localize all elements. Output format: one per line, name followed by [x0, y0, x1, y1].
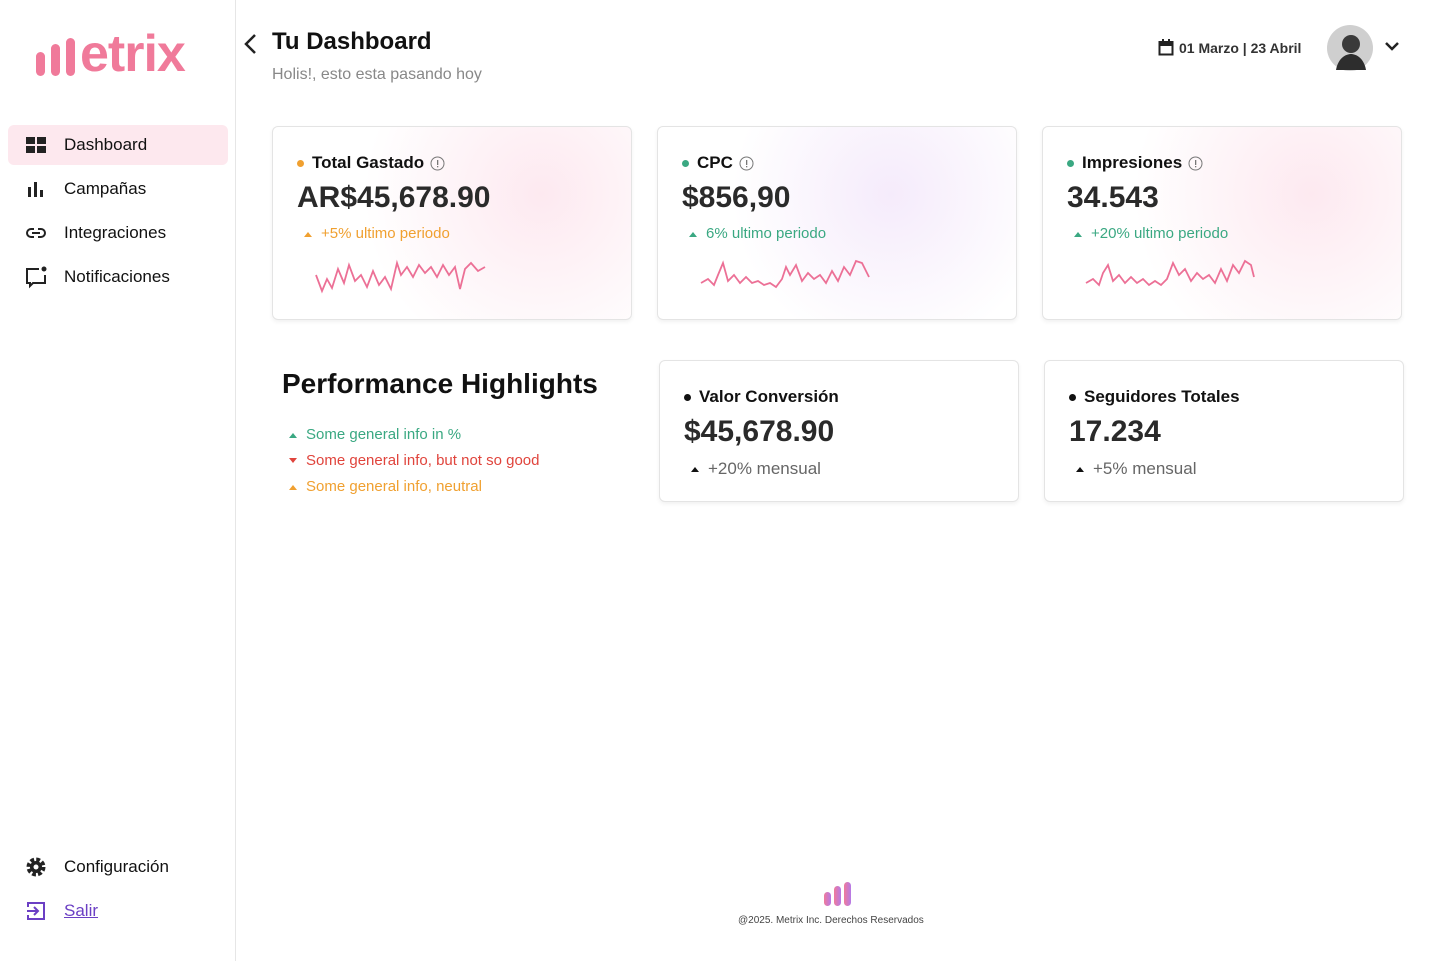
kpi-label-row: CPC	[682, 153, 754, 173]
nav-campanas[interactable]: Campañas	[8, 169, 228, 209]
stat-card: Seguidores Totales 17.234 +5% mensual	[1044, 360, 1404, 502]
nav-configuracion[interactable]: Configuración	[8, 847, 228, 887]
nav-notificaciones[interactable]: Notificaciones	[8, 257, 228, 297]
kpi-change: 6% ultimo periodo	[688, 225, 826, 242]
footer-text: @2025. Metrix Inc. Derechos Reservados	[738, 915, 924, 926]
dropdown-chevron[interactable]	[1384, 40, 1400, 54]
stat-value: 17.234	[1069, 415, 1161, 448]
dot	[1067, 159, 1074, 167]
sparkline	[315, 259, 486, 294]
icon	[26, 137, 46, 153]
arrow-up	[289, 432, 297, 438]
dot	[684, 393, 691, 401]
kpi-label-row: Impresiones	[1067, 153, 1203, 173]
nav-label: Campañas	[64, 179, 147, 198]
nav-dashboard[interactable]: Dashboard	[8, 125, 228, 165]
stat-label: Valor Conversión	[699, 387, 839, 406]
kpi-card: Total Gastado AR$45,678.90 +5% ultimo pe…	[272, 126, 632, 320]
sidebar: etrix Dashboard Campañas Integraciones N…	[0, 0, 236, 961]
kpi-change-text: +20% ultimo periodo	[1091, 225, 1229, 242]
highlight-item: Some general info, neutral	[288, 478, 482, 495]
kpi-card: CPC $856,90 6% ultimo periodo	[657, 126, 1017, 320]
icon	[28, 182, 43, 197]
logo: etrix	[80, 25, 186, 83]
avatar[interactable]	[1326, 24, 1374, 72]
highlight-text: Some general info, neutral	[306, 478, 482, 495]
kpi-label: CPC	[697, 153, 733, 172]
arrow-down	[289, 457, 297, 463]
sparkline	[1085, 259, 1255, 287]
arrow-up	[1074, 231, 1082, 237]
stat-label: Seguidores Totales	[1084, 387, 1240, 406]
stat-change-text: +5% mensual	[1093, 459, 1197, 478]
stat-value: $45,678.90	[684, 415, 835, 448]
kpi-value: 34.543	[1067, 181, 1159, 214]
arrow-up	[304, 231, 312, 237]
arrow-up	[289, 484, 297, 490]
kpi-card: Impresiones 34.543 +20% ultimo periodo	[1042, 126, 1402, 320]
nav-salir[interactable]: Salir	[8, 891, 228, 931]
dot	[682, 159, 689, 167]
arrow-up	[691, 467, 699, 472]
sparkline	[700, 259, 870, 289]
nav-label: Notificaciones	[64, 267, 170, 286]
kpi-change: +20% ultimo periodo	[1073, 225, 1228, 242]
nav-label: Dashboard	[64, 135, 148, 154]
nav-label: Configuración	[64, 857, 169, 876]
highlights-title: Performance Highlights	[282, 368, 598, 399]
info-icon[interactable]	[430, 156, 445, 171]
icon	[26, 857, 46, 877]
back-button[interactable]	[240, 32, 260, 56]
stat-label-row: Seguidores Totales	[1069, 387, 1240, 407]
kpi-change-text: +5% ultimo periodo	[321, 225, 450, 242]
info-icon[interactable]	[739, 156, 754, 171]
highlight-item: Some general info, but not so good	[288, 452, 540, 469]
kpi-label: Impresiones	[1082, 153, 1183, 172]
kpi-value: AR$45,678.90	[297, 181, 491, 214]
kpi-value: $856,90	[682, 181, 791, 214]
kpi-change: +5% ultimo periodo	[303, 225, 450, 242]
logo-bars	[36, 38, 75, 76]
stat-card: Valor Conversión $45,678.90 +20% mensual	[659, 360, 1019, 502]
page-title: Tu Dashboard	[272, 28, 432, 55]
nav-integraciones[interactable]: Integraciones	[8, 213, 228, 253]
icon	[26, 266, 47, 289]
kpi-change-text: 6% ultimo periodo	[706, 225, 827, 242]
date-range[interactable]: 01 Marzo | 23 Abril	[1179, 40, 1302, 56]
stat-change: +5% mensual	[1075, 459, 1196, 479]
nav-label[interactable]: Salir	[64, 901, 99, 920]
kpi-label-row: Total Gastado	[297, 153, 445, 173]
dot	[1069, 393, 1076, 401]
stat-change-text: +20% mensual	[708, 459, 821, 478]
calendar-icon	[1158, 39, 1174, 56]
stat-change: +20% mensual	[690, 459, 821, 479]
arrow-up	[689, 231, 697, 237]
info-icon[interactable]	[1188, 156, 1203, 171]
stat-label-row: Valor Conversión	[684, 387, 839, 407]
arrow-up	[1076, 467, 1084, 472]
highlight-item: Some general info in %	[288, 426, 461, 443]
kpi-label: Total Gastado	[312, 153, 425, 172]
icon	[27, 902, 45, 920]
icon	[26, 228, 46, 238]
page-subtitle: Holis!, esto esta pasando hoy	[272, 66, 482, 83]
highlight-text: Some general info, but not so good	[306, 452, 540, 469]
nav-label: Integraciones	[64, 223, 167, 242]
highlight-text: Some general info in %	[306, 426, 462, 443]
footer-logo	[824, 882, 851, 906]
dot	[297, 159, 304, 167]
